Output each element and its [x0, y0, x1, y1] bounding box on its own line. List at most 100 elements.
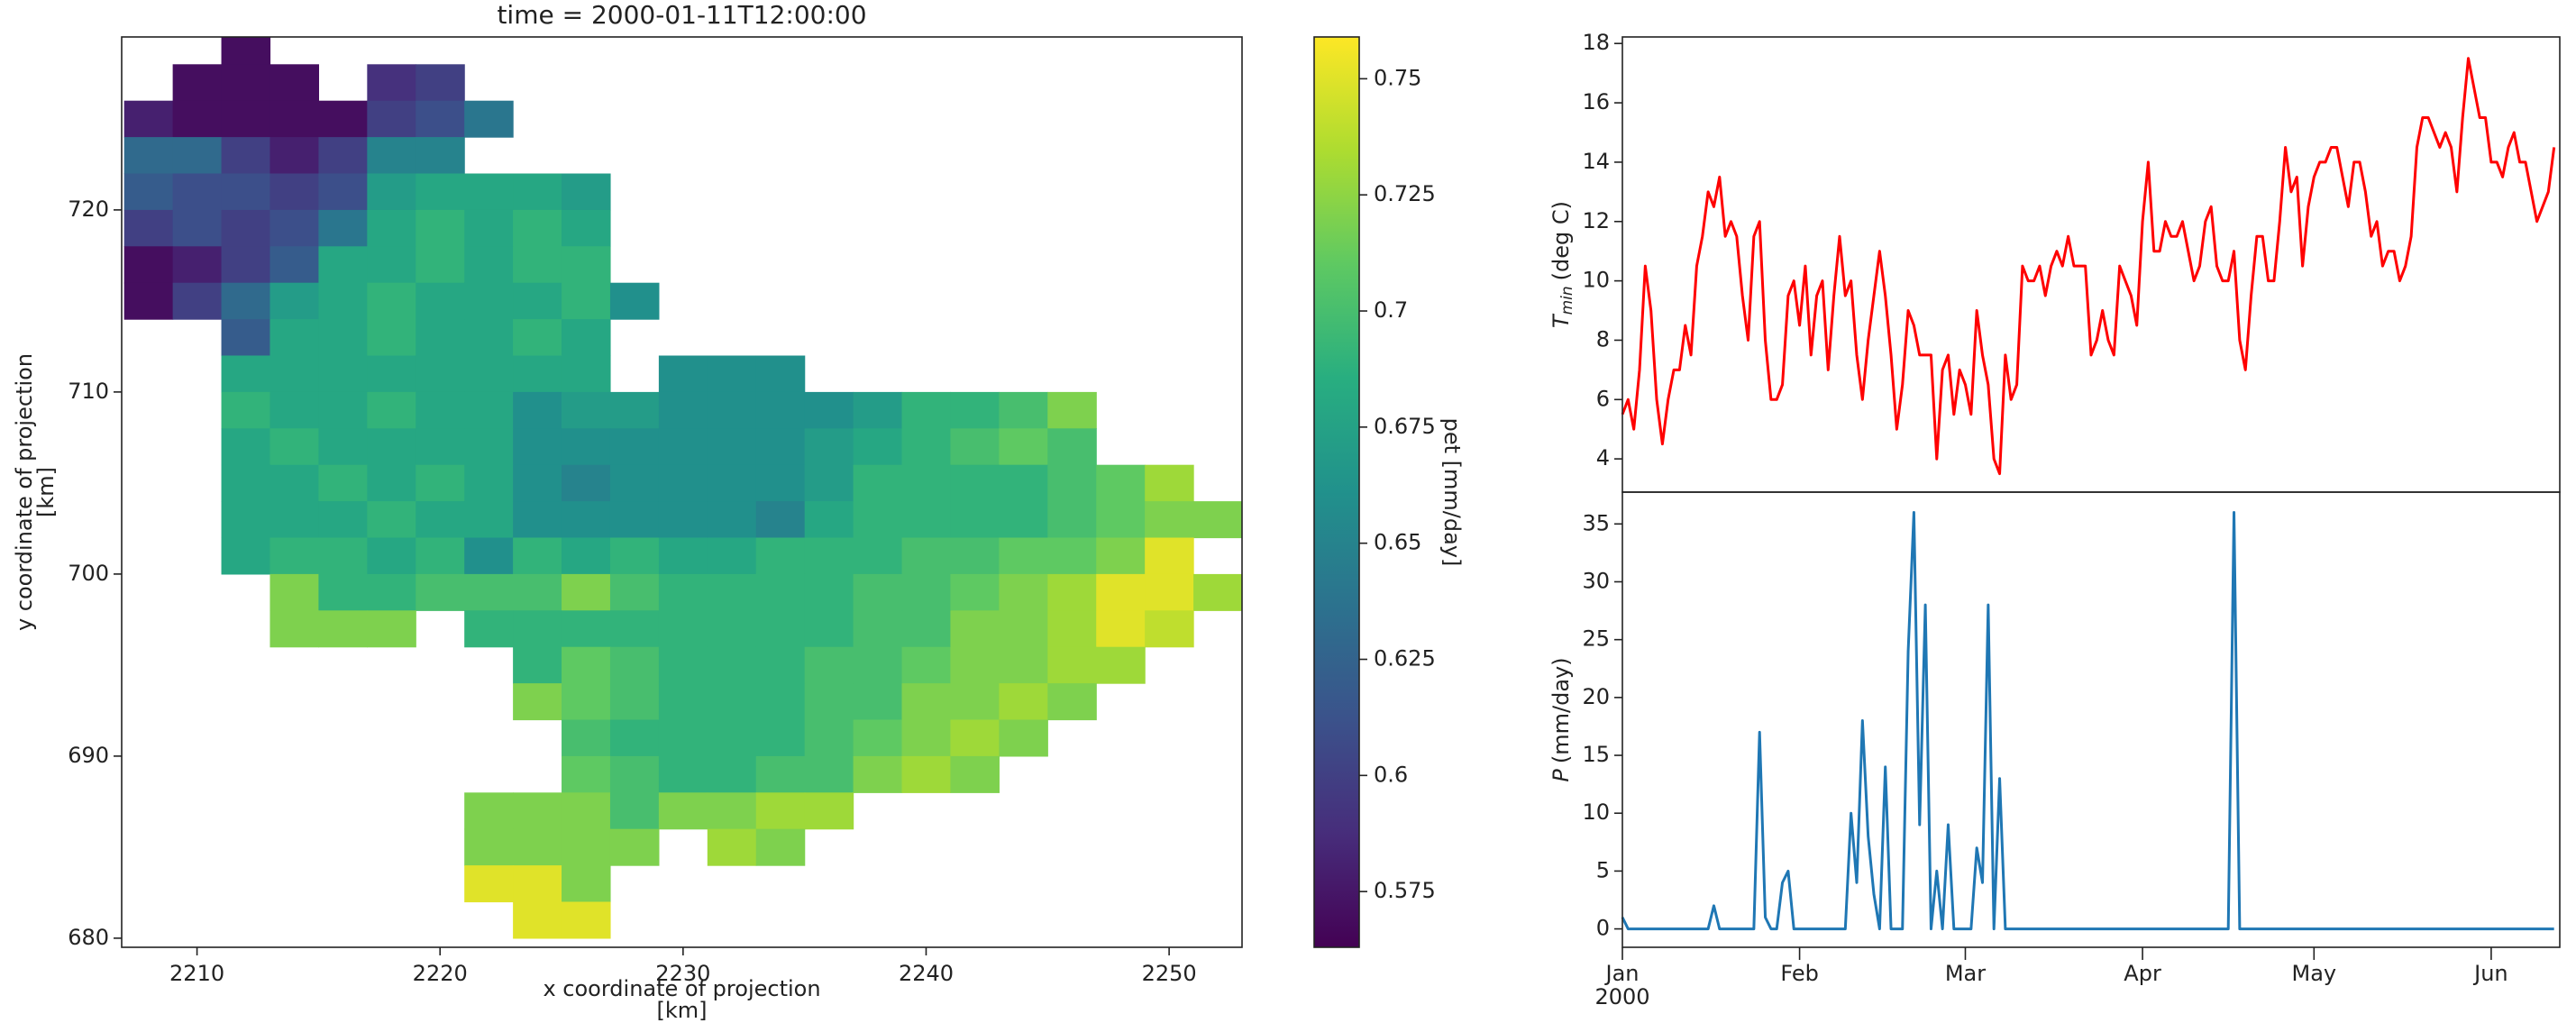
- map-cell: [609, 646, 660, 684]
- map-cell: [755, 355, 806, 393]
- map-cell: [609, 501, 660, 539]
- map-cell: [562, 537, 611, 575]
- series-line: [1621, 510, 2554, 931]
- x-tick-label: 2230: [655, 961, 710, 986]
- map-cell: [755, 646, 806, 684]
- map-cell: [658, 428, 708, 466]
- map-cell: [464, 355, 514, 393]
- map-cell: [562, 683, 611, 721]
- map-cell: [513, 573, 562, 611]
- x-tick-label: Jun: [2472, 961, 2508, 986]
- map-cell: [513, 537, 562, 575]
- map-cell: [269, 573, 320, 611]
- map-cell: [901, 683, 952, 721]
- map-cell: [513, 683, 562, 721]
- y-tick-label: 0: [1596, 916, 1610, 941]
- map-cell: [269, 246, 320, 284]
- map-cell: [562, 282, 611, 320]
- map-cell: [609, 755, 660, 793]
- map-cell: [562, 865, 611, 903]
- map-cell: [755, 464, 806, 502]
- map-cell: [318, 246, 368, 284]
- map-cell: [999, 610, 1048, 648]
- map-cell: [658, 719, 708, 757]
- y-tick-label: 720: [68, 196, 109, 222]
- colorbar-tick-label: 0.75: [1374, 65, 1421, 90]
- map-cell: [853, 573, 903, 611]
- colorbar-tick-label: 0.6: [1374, 762, 1408, 787]
- map-cell: [416, 391, 465, 429]
- map-cell: [755, 537, 806, 575]
- map-cell: [367, 391, 416, 429]
- map-cell: [513, 792, 562, 830]
- map-cell: [1047, 683, 1097, 721]
- colorbar-tick-label: 0.625: [1374, 646, 1436, 671]
- map-cell: [804, 464, 854, 502]
- map-cell: [172, 137, 223, 175]
- map-cell: [562, 755, 611, 793]
- map-cell: [367, 64, 416, 102]
- map-cell: [901, 464, 952, 502]
- map-cell: [513, 173, 562, 211]
- map-cell: [1096, 573, 1146, 611]
- y-tick-label: 680: [68, 925, 109, 950]
- map-cell: [1096, 610, 1146, 648]
- map-cell: [172, 209, 223, 247]
- map-cell: [950, 464, 1000, 502]
- map-cell: [999, 537, 1048, 575]
- map-cell: [609, 537, 660, 575]
- map-cell: [804, 683, 854, 721]
- y-tick-label: 15: [1582, 742, 1610, 767]
- map-cell: [1145, 501, 1194, 539]
- y-tick-label: 690: [68, 743, 109, 768]
- map-cell: [755, 428, 806, 466]
- map-cell: [269, 537, 320, 575]
- colorbar-tick-label: 0.725: [1374, 181, 1436, 206]
- map-cell: [513, 355, 562, 393]
- map-cell: [318, 610, 368, 648]
- map-cell: [221, 501, 271, 539]
- map-cell: [853, 428, 903, 466]
- map-cell: [318, 573, 368, 611]
- map-cell: [658, 646, 708, 684]
- map-cell: [804, 501, 854, 539]
- map-cell: [1047, 610, 1097, 648]
- map-cell: [658, 537, 708, 575]
- map-cell: [999, 719, 1048, 757]
- map-cell: [755, 719, 806, 757]
- map-cell: [1047, 428, 1097, 466]
- map-cell: [318, 173, 368, 211]
- map-cell: [1145, 573, 1194, 611]
- map-cell: [513, 246, 562, 284]
- map-cell: [367, 464, 416, 502]
- map-cell: [901, 755, 952, 793]
- colorbar-tick-label: 0.7: [1374, 297, 1408, 323]
- map-cell: [464, 209, 514, 247]
- map-cell: [367, 173, 416, 211]
- map-cell: [123, 209, 174, 247]
- map-cell: [562, 719, 611, 757]
- y-axis-label-part: min: [1558, 286, 1576, 315]
- map-cell: [1047, 573, 1097, 611]
- y-tick-label: 6: [1596, 386, 1610, 411]
- map-cell: [416, 464, 465, 502]
- map-cell: [562, 209, 611, 247]
- y-axis-label-part: P: [1548, 769, 1574, 782]
- map-cell: [318, 428, 368, 466]
- map-cell: [513, 865, 562, 903]
- map-cell: [123, 100, 174, 138]
- map-cell: [123, 246, 174, 284]
- x-tick-label: Jan: [1604, 961, 1640, 986]
- map-cell: [367, 610, 416, 648]
- map-cell: [221, 209, 271, 247]
- x-tick-label: 2220: [413, 961, 468, 986]
- map-cell: [513, 610, 562, 648]
- map-cell: [318, 319, 368, 357]
- map-cell: [367, 137, 416, 175]
- map-cell: [999, 501, 1048, 539]
- map-cell: [513, 319, 562, 357]
- y-axis-label: P (mm/day): [1548, 657, 1574, 781]
- map-cell: [1145, 537, 1194, 575]
- map-cell: [269, 610, 320, 648]
- map-cell: [707, 792, 757, 830]
